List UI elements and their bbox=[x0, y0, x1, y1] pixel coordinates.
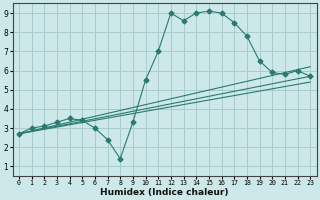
X-axis label: Humidex (Indice chaleur): Humidex (Indice chaleur) bbox=[100, 188, 229, 197]
